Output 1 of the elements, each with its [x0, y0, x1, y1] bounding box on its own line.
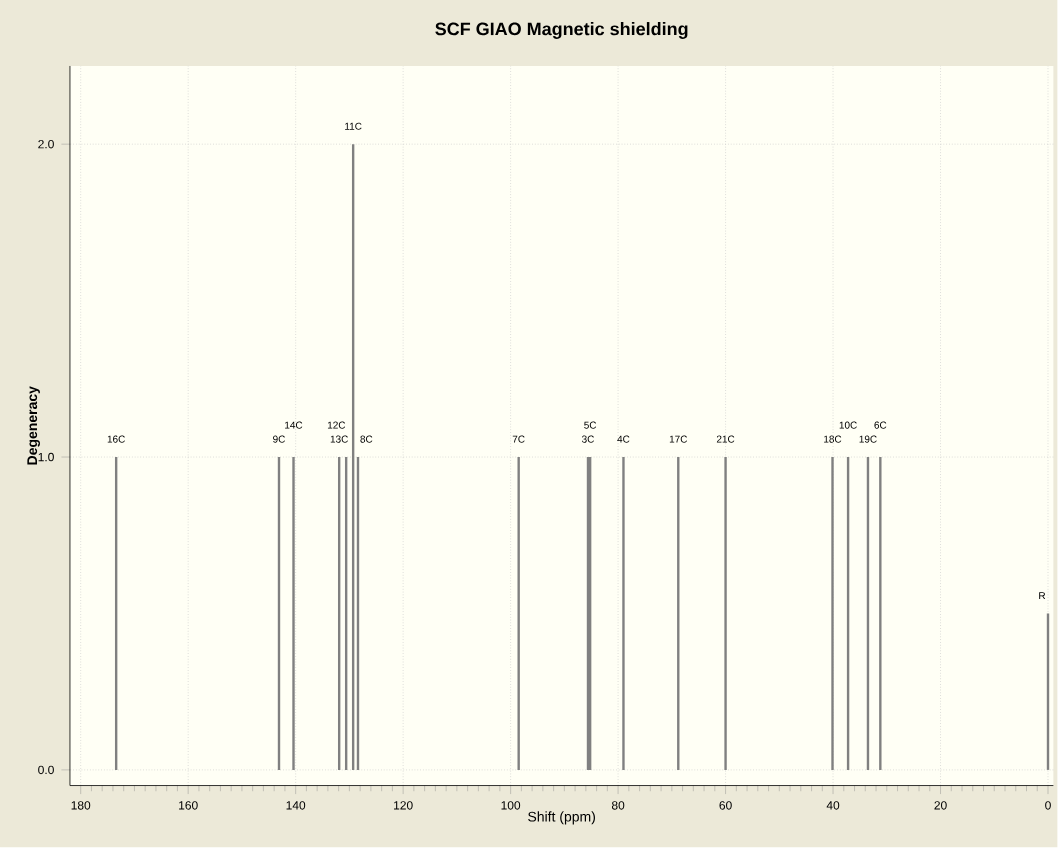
chart-title: SCF GIAO Magnetic shielding — [435, 22, 688, 40]
